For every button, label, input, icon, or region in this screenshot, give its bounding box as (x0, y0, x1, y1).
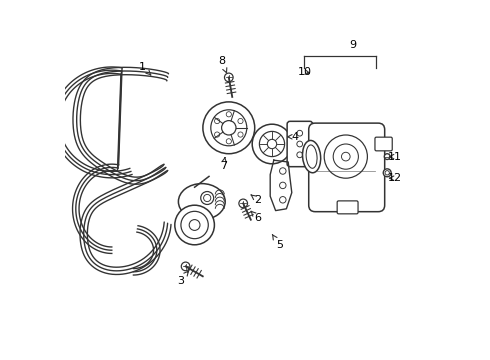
Text: 1: 1 (139, 62, 151, 75)
Circle shape (181, 262, 190, 271)
FancyBboxPatch shape (309, 123, 385, 212)
Text: 9: 9 (349, 40, 357, 50)
Text: 6: 6 (251, 211, 261, 223)
Text: 5: 5 (272, 235, 283, 250)
Text: 2: 2 (251, 195, 261, 205)
Text: 10: 10 (297, 67, 312, 77)
Circle shape (224, 73, 233, 82)
Circle shape (252, 124, 292, 164)
Text: 11: 11 (388, 152, 401, 162)
Text: 4: 4 (288, 132, 299, 142)
Circle shape (383, 169, 391, 177)
FancyBboxPatch shape (337, 201, 358, 214)
Ellipse shape (178, 184, 225, 220)
Ellipse shape (302, 140, 320, 173)
Circle shape (201, 192, 214, 204)
Circle shape (203, 102, 255, 154)
Text: 7: 7 (220, 158, 227, 171)
FancyBboxPatch shape (287, 121, 313, 167)
FancyBboxPatch shape (375, 137, 392, 151)
Circle shape (384, 154, 390, 159)
Circle shape (239, 199, 247, 208)
Text: 8: 8 (218, 56, 227, 73)
Circle shape (175, 205, 215, 245)
Text: 12: 12 (387, 173, 401, 183)
Text: 3: 3 (177, 271, 189, 286)
